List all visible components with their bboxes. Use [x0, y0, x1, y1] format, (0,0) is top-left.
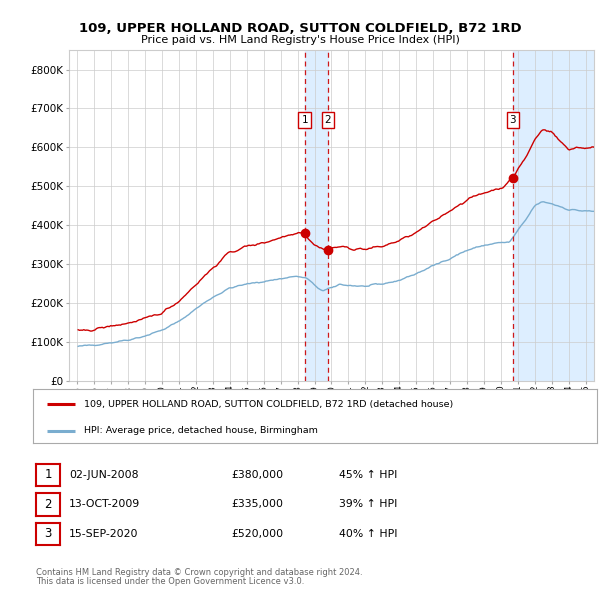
Text: Price paid vs. HM Land Registry's House Price Index (HPI): Price paid vs. HM Land Registry's House …	[140, 35, 460, 45]
Text: 109, UPPER HOLLAND ROAD, SUTTON COLDFIELD, B72 1RD: 109, UPPER HOLLAND ROAD, SUTTON COLDFIEL…	[79, 22, 521, 35]
Text: £520,000: £520,000	[231, 529, 283, 539]
Text: 1: 1	[44, 468, 52, 481]
Text: Contains HM Land Registry data © Crown copyright and database right 2024.: Contains HM Land Registry data © Crown c…	[36, 568, 362, 577]
Bar	[305, 50, 328, 381]
Text: 3: 3	[509, 115, 516, 125]
Text: 39% ↑ HPI: 39% ↑ HPI	[339, 500, 397, 509]
Text: HPI: Average price, detached house, Birmingham: HPI: Average price, detached house, Birm…	[84, 427, 317, 435]
Text: 109, UPPER HOLLAND ROAD, SUTTON COLDFIELD, B72 1RD (detached house): 109, UPPER HOLLAND ROAD, SUTTON COLDFIEL…	[84, 400, 453, 409]
Text: This data is licensed under the Open Government Licence v3.0.: This data is licensed under the Open Gov…	[36, 578, 304, 586]
Text: 45% ↑ HPI: 45% ↑ HPI	[339, 470, 397, 480]
Text: 02-JUN-2008: 02-JUN-2008	[69, 470, 139, 480]
Text: 2: 2	[44, 498, 52, 511]
Text: £335,000: £335,000	[231, 500, 283, 509]
Text: 2: 2	[325, 115, 331, 125]
Bar	[513, 50, 594, 381]
Text: 1: 1	[301, 115, 308, 125]
Text: £380,000: £380,000	[231, 470, 283, 480]
Text: 3: 3	[44, 527, 52, 540]
Text: 15-SEP-2020: 15-SEP-2020	[69, 529, 139, 539]
Text: 13-OCT-2009: 13-OCT-2009	[69, 500, 140, 509]
Text: 40% ↑ HPI: 40% ↑ HPI	[339, 529, 398, 539]
